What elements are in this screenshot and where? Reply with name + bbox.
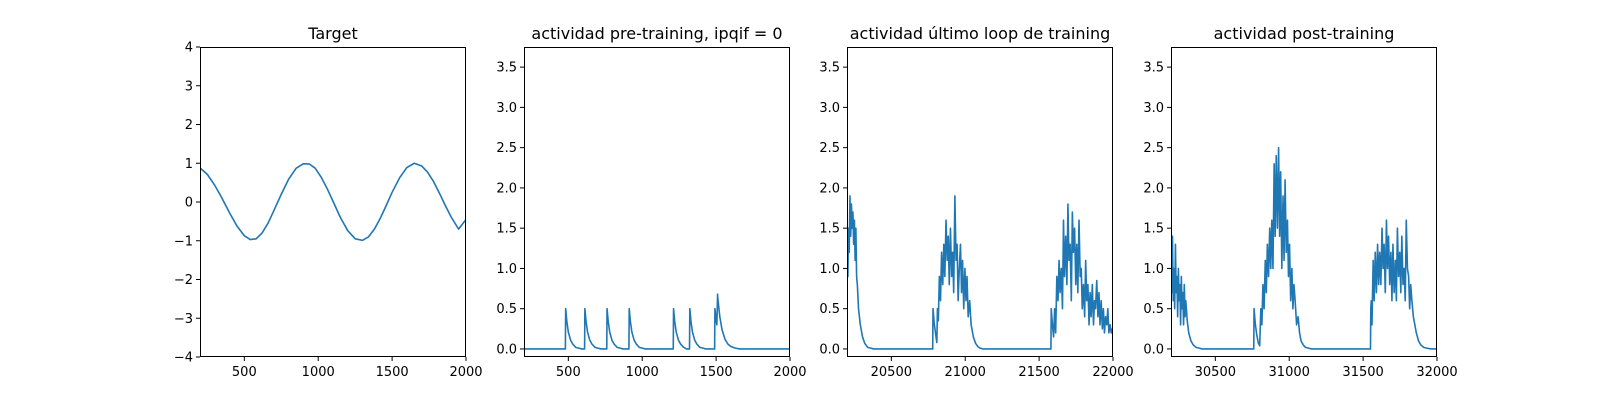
y-tick-label: 2 — [185, 118, 193, 133]
y-tick-label: 3.5 — [496, 61, 517, 76]
x-tick-label: 1000 — [626, 365, 659, 380]
y-tick-label: 0.5 — [1143, 302, 1164, 317]
y-tick-label: 4 — [185, 41, 193, 56]
series-line — [524, 293, 790, 350]
x-tick-label: 21500 — [1018, 365, 1059, 380]
y-tick-label: 1.0 — [496, 262, 517, 277]
plot-frame — [1171, 47, 1437, 357]
x-tick-label: 500 — [232, 365, 257, 380]
y-tick-label: 3.5 — [1143, 61, 1164, 76]
chart-panel-last-training-loop: actividad último loop de training 20500 2… — [819, 24, 1133, 380]
chart-title: actividad post-training — [1214, 24, 1395, 43]
y-tick-label: −4 — [174, 351, 193, 366]
y-tick-label: 0.0 — [819, 342, 840, 357]
chart-title: Target — [307, 24, 358, 43]
series-line — [200, 162, 466, 242]
y-tick-label: 2.0 — [819, 181, 840, 196]
y-tick-label: 1.5 — [819, 222, 840, 237]
chart-panel-post-training: actividad post-training 30500 31000 31500 3… — [1143, 24, 1457, 380]
y-tick-label: 3.5 — [819, 61, 840, 76]
y-tick-label: 1 — [185, 157, 193, 172]
y-tick-label: 3.0 — [1143, 101, 1164, 116]
series-line — [1171, 146, 1437, 350]
y-tick-label: −2 — [174, 273, 193, 288]
x-tick-label: 21000 — [945, 365, 986, 380]
y-tick-label: 0.5 — [819, 302, 840, 317]
y-tick-label: 2.5 — [496, 141, 517, 156]
chart-panel-target: Target 500 1000 1500 2000 −4 −3 −2 −1 0 1 2 3 4 — [174, 24, 483, 380]
x-tick-label: 22000 — [1092, 365, 1133, 380]
x-tick-label: 500 — [556, 365, 581, 380]
x-tick-label: 31500 — [1342, 365, 1383, 380]
series-line — [847, 195, 1113, 350]
y-tick-label: 2.0 — [496, 181, 517, 196]
y-tick-label: −1 — [174, 234, 193, 249]
x-tick-label: 1500 — [376, 365, 409, 380]
y-tick-label: 0.0 — [1143, 342, 1164, 357]
y-tick-label: 3.0 — [819, 101, 840, 116]
plot-frame — [200, 47, 466, 357]
chart-title: actividad último loop de training — [850, 24, 1111, 43]
chart-panel-pre-training: actividad pre-training, ipqif = 0 500 100… — [496, 24, 806, 380]
plot-frame — [847, 47, 1113, 357]
y-tick-label: 2.5 — [1143, 141, 1164, 156]
x-tick-label: 2000 — [449, 365, 482, 380]
chart-title: actividad pre-training, ipqif = 0 — [531, 24, 782, 43]
x-tick-label: 1000 — [302, 365, 335, 380]
y-tick-label: 3.0 — [496, 101, 517, 116]
x-tick-label: 32000 — [1416, 365, 1457, 380]
y-tick-label: 3 — [185, 79, 193, 94]
y-tick-label: 1.0 — [1143, 262, 1164, 277]
y-tick-label: 0.5 — [496, 302, 517, 317]
y-tick-label: 1.0 — [819, 262, 840, 277]
x-tick-label: 2000 — [773, 365, 806, 380]
y-tick-label: 0 — [185, 196, 193, 211]
y-tick-label: 1.5 — [496, 222, 517, 237]
y-tick-label: 0.0 — [496, 342, 517, 357]
y-tick-label: 2.0 — [1143, 181, 1164, 196]
y-tick-label: 1.5 — [1143, 222, 1164, 237]
x-tick-label: 31000 — [1269, 365, 1310, 380]
x-tick-label: 20500 — [871, 365, 912, 380]
y-tick-label: −3 — [174, 312, 193, 327]
x-tick-label: 30500 — [1195, 365, 1236, 380]
x-tick-label: 1500 — [700, 365, 733, 380]
y-tick-label: 2.5 — [819, 141, 840, 156]
plot-frame — [524, 47, 790, 357]
